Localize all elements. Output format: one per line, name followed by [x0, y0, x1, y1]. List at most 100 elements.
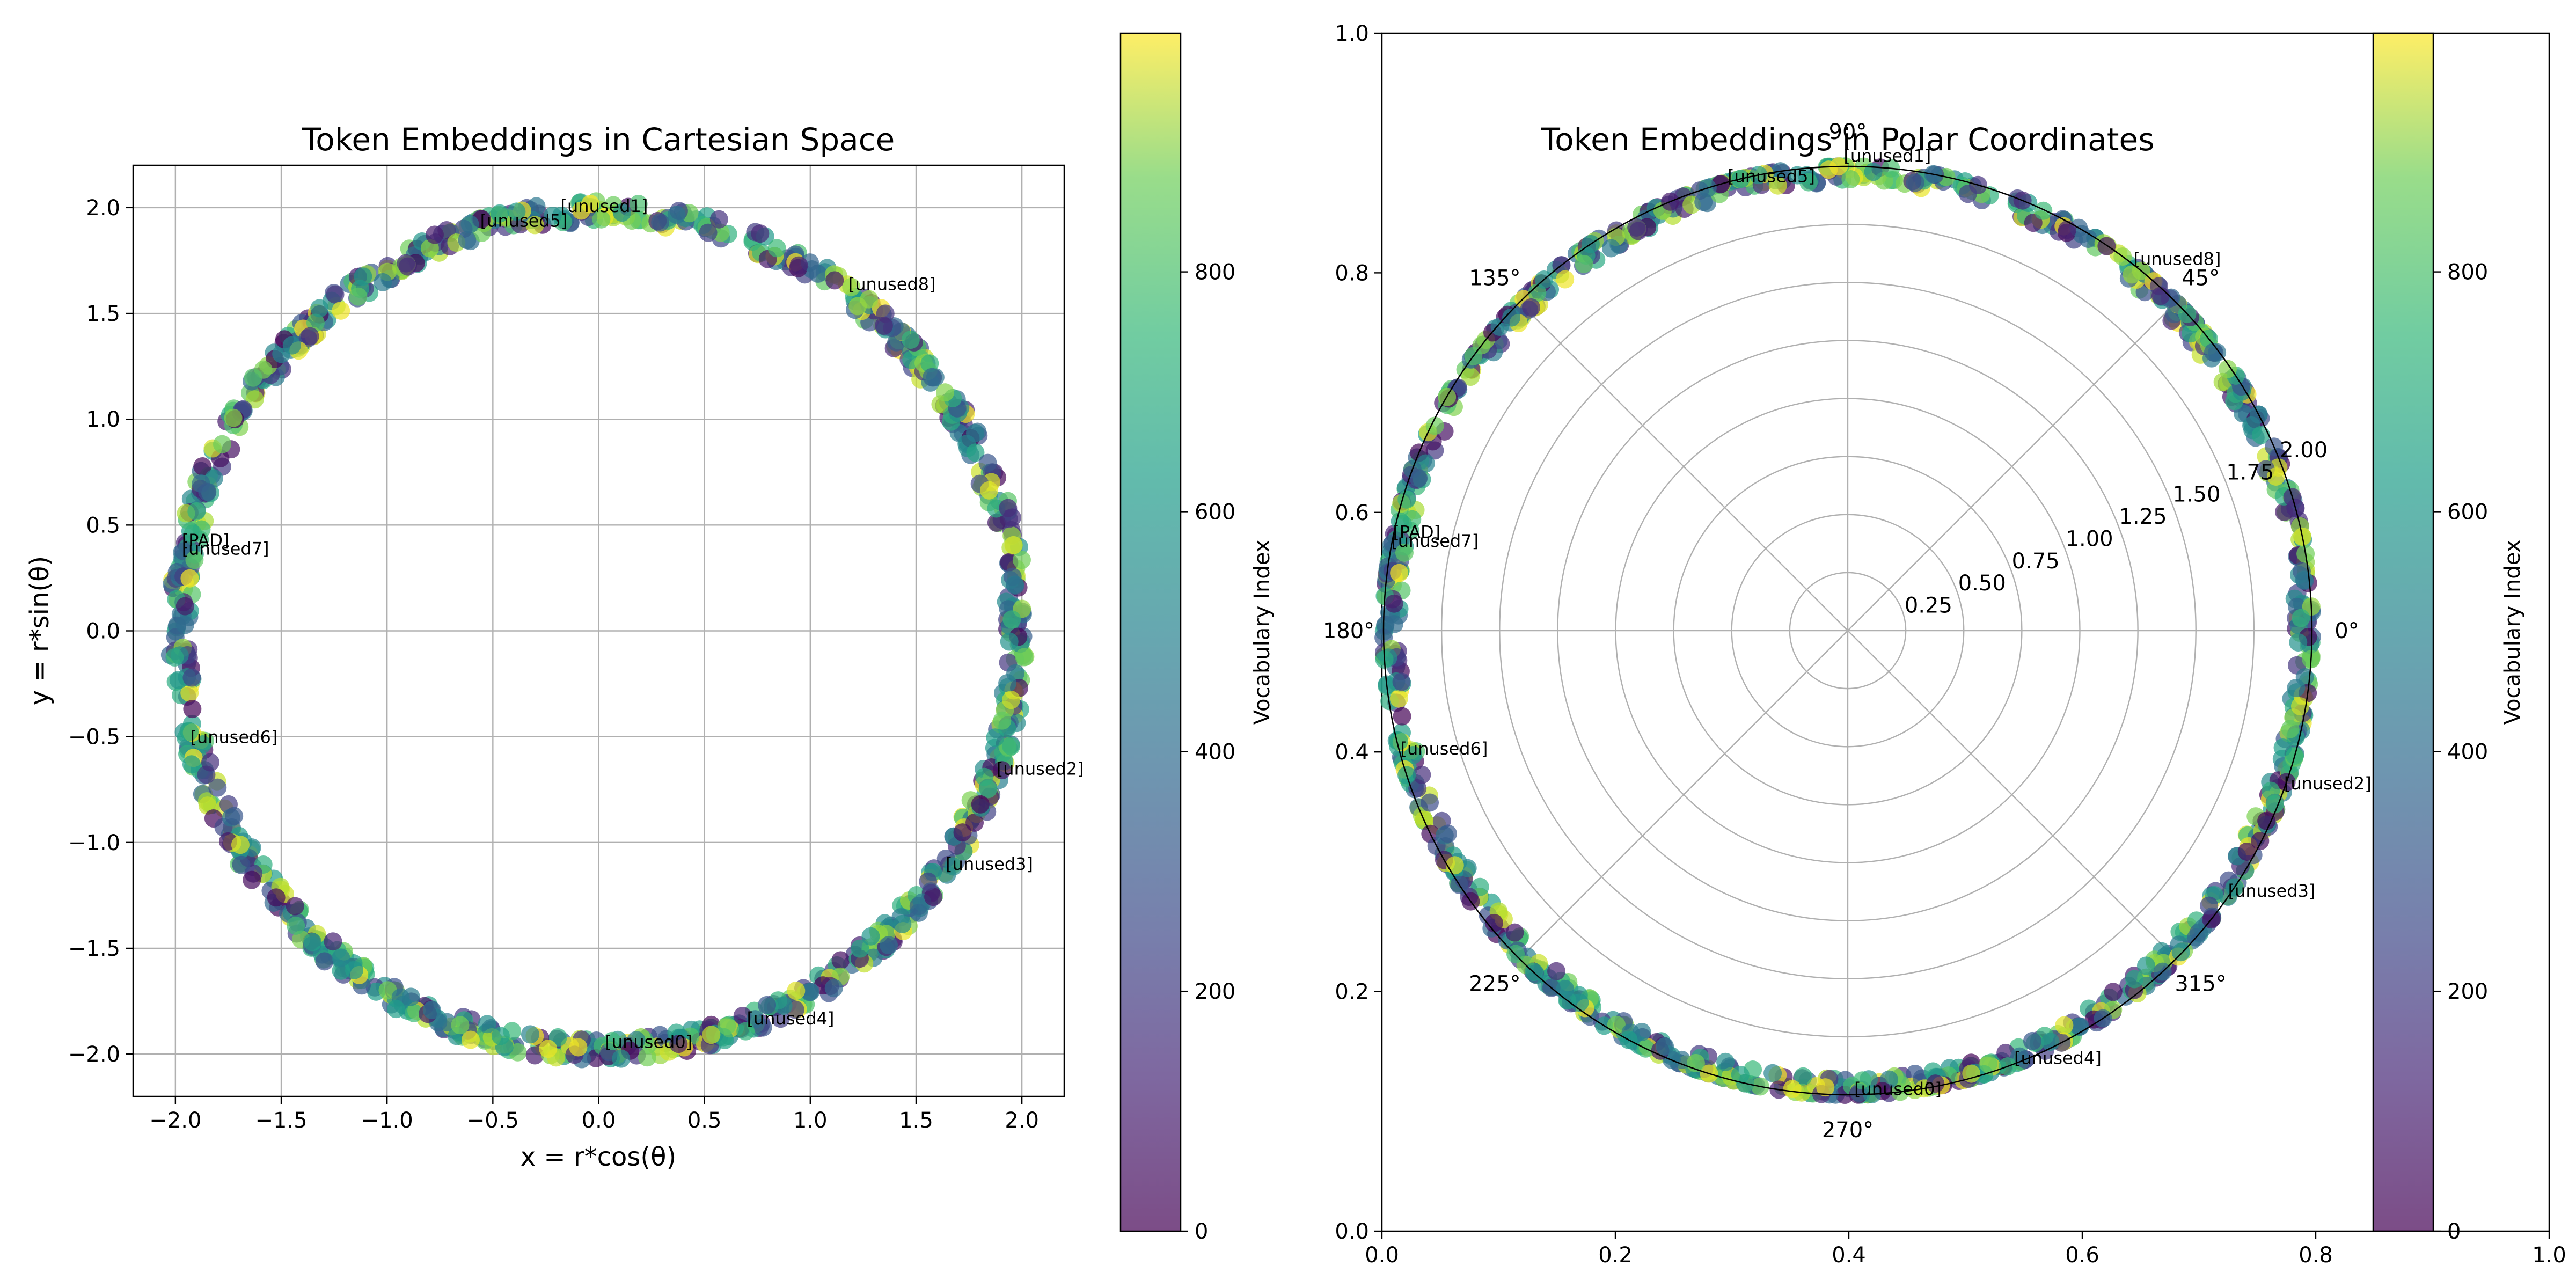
cartesian-token-annotation: [unused5]: [480, 210, 568, 231]
polar-scatter-point: [1656, 1037, 1674, 1056]
polar-background-x-tick-label: 0.6: [2065, 1243, 2099, 1268]
polar-background-y-tick-label: 0.8: [1335, 261, 1369, 286]
cartesian-token-annotation: [PAD]: [182, 530, 230, 551]
colorbar-right-gradient: [2372, 32, 2434, 1232]
cartesian-scatter-point: [978, 453, 997, 472]
cartesian-scatter-point: [527, 197, 546, 216]
cartesian-gridlines: [133, 165, 1064, 1096]
cartesian-scatter-point: [282, 336, 301, 355]
cartesian-scatter-point: [736, 1022, 755, 1041]
cartesian-scatter-point: [923, 368, 941, 386]
polar-scatter-point: [2219, 360, 2237, 378]
polar-outer-circle: [1382, 165, 2313, 1096]
cartesian-y-tick-label: 1.5: [86, 302, 120, 326]
cartesian-scatter-points: [160, 192, 1035, 1069]
polar-scatter-point: [1633, 1022, 1651, 1041]
polar-scatter-point: [1768, 176, 1787, 195]
cartesian-scatter-point: [507, 202, 526, 221]
polar-scatter-point: [1788, 166, 1806, 185]
cartesian-scatter-point: [751, 224, 770, 243]
polar-radial-tick-label: 1.25: [2119, 504, 2167, 529]
polar-background-y-tick-label: 0.6: [1335, 501, 1369, 525]
cartesian-x-tick-label: 0.5: [687, 1108, 722, 1133]
cartesian-scatter-point: [287, 916, 305, 935]
cartesian-scatter-point: [332, 961, 350, 980]
colorbar-tick-label: 600: [2447, 500, 2488, 524]
polar-scatter-point: [2024, 214, 2043, 232]
cartesian-scatter-point: [315, 952, 334, 971]
polar-scatter-point: [1819, 160, 1838, 179]
colorbar-tick-label: 800: [2447, 260, 2488, 285]
cartesian-y-axis-label: y = r*sin(θ): [25, 556, 55, 705]
polar-scatter-point: [1522, 298, 1541, 317]
polar-scatter-point: [1996, 1043, 2015, 1062]
cartesian-scatter-point: [1002, 508, 1021, 527]
cartesian-y-tick-label: 1.0: [86, 407, 120, 432]
cartesian-scatter-point: [332, 948, 350, 967]
cartesian-scatter-point: [612, 203, 631, 222]
cartesian-scatter-point: [758, 996, 777, 1014]
cartesian-scatter-point: [349, 287, 368, 306]
cartesian-scatter-point: [180, 569, 199, 588]
polar-scatter-point: [1461, 368, 1480, 386]
cartesian-scatter-point: [987, 513, 1006, 532]
polar-scatter-point: [1556, 270, 1575, 289]
polar-scatter-point: [2273, 738, 2292, 757]
cartesian-scatter-point: [180, 722, 199, 741]
polar-scatter-point: [2034, 201, 2053, 220]
cartesian-scatter-point: [225, 807, 244, 825]
cartesian-scatter-point: [1002, 610, 1021, 629]
cartesian-scatter-point: [998, 674, 1017, 692]
polar-scatter-point: [2171, 943, 2190, 962]
polar-radial-tick-label: 1.50: [2172, 482, 2220, 507]
cartesian-scatter-point: [543, 206, 562, 225]
polar-scatter-point: [1390, 564, 1409, 582]
cartesian-y-tick-label: 0.5: [86, 513, 120, 538]
cartesian-scatter-point: [232, 855, 251, 874]
cartesian-scatter-point: [201, 753, 219, 772]
cartesian-scatter-point: [1012, 551, 1031, 569]
polar-scatter-point: [1547, 962, 1565, 980]
cartesian-scatter-point: [612, 1049, 631, 1068]
polar-chart-title: Token Embeddings in Polar Coordinates: [1541, 121, 2155, 158]
polar-scatter-point: [1445, 856, 1464, 875]
cartesian-scatter-point: [491, 1027, 510, 1045]
colorbar-tick-label: 400: [2447, 740, 2488, 764]
polar-scatter-point: [2262, 781, 2280, 800]
cartesian-scatter-point: [1002, 691, 1021, 709]
polar-scatter-point: [1397, 490, 1416, 509]
polar-angle-tick-labels: 0° 45° 90° 135° 180° 225° 270° 315°: [1323, 120, 2359, 1143]
polar-scatter-point: [1794, 1067, 1812, 1086]
cartesian-scatter-point: [920, 354, 939, 373]
polar-radial-tick-label: 0.75: [2012, 549, 2060, 574]
polar-scatter-point: [1731, 1065, 1750, 1084]
polar-background-x-tick-label: 1.0: [2532, 1243, 2566, 1268]
polar-background-y-tick-label: 0.0: [1335, 1219, 1369, 1244]
polar-angle-tick-label: 270°: [1822, 1118, 1874, 1143]
polar-scatter-point: [2281, 720, 2300, 738]
cartesian-token-annotation: [unused6]: [190, 727, 277, 747]
polar-scatter-point: [1926, 1074, 1945, 1093]
colorbar-left: 0 200 400 600 800 Vocabulary Index: [1119, 32, 1275, 1244]
polar-token-annotation: [unused7]: [1391, 531, 1479, 551]
cartesian-scatter-point: [345, 961, 364, 979]
cartesian-y-tick-label: 0.0: [86, 619, 120, 644]
colorbar-left-gradient: [1119, 32, 1182, 1232]
cartesian-scatter-point: [965, 423, 984, 442]
cartesian-scatter-point: [460, 215, 479, 233]
cartesian-scatter-point: [824, 979, 843, 998]
cartesian-token-annotation: [unused7]: [182, 539, 269, 559]
cartesian-scatter-point: [880, 936, 898, 955]
cartesian-scatter-point: [651, 213, 670, 232]
cartesian-scatter-point: [808, 264, 827, 283]
cartesian-scatter-point: [175, 597, 194, 616]
cartesian-scatter-point: [851, 939, 869, 958]
polar-scatter-point: [1958, 185, 1977, 203]
cartesian-scatter-point: [182, 668, 201, 687]
cartesian-scatter-point: [224, 408, 243, 427]
polar-scatter-point: [1409, 469, 1428, 488]
cartesian-scatter-point: [401, 987, 420, 1006]
cartesian-scatter-point: [825, 271, 844, 290]
colorbar-left-ticks: 0 200 400 600 800: [1181, 260, 1235, 1244]
cartesian-scatter-point: [451, 1016, 470, 1035]
